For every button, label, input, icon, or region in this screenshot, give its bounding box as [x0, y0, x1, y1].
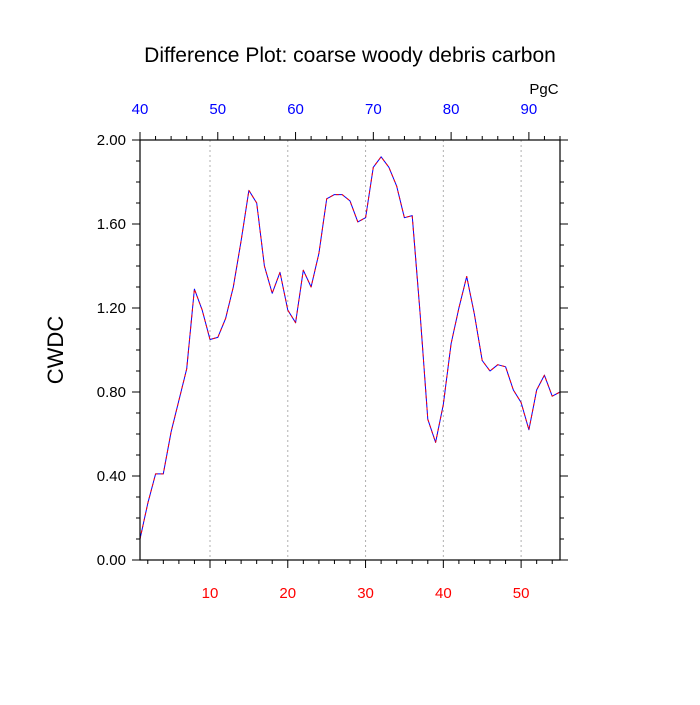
y-tick-label: 0.00 [97, 552, 126, 569]
series-lines [139, 156, 561, 540]
bottom-tick-label: 20 [279, 585, 296, 602]
bottom-tick-label: 50 [513, 585, 530, 602]
top-tick-label: 40 [132, 101, 149, 118]
bottom-tick-label: 10 [202, 585, 219, 602]
y-tick-label: 1.60 [97, 216, 126, 233]
y-tick-label: 1.20 [97, 300, 126, 317]
tick-labels: 0.00 0.40 0.80 1.20 1.60 2.00 10 20 30 40 50 40 50 60… [97, 101, 537, 602]
y-tick-label: 2.00 [97, 132, 126, 149]
bottom-tick-label: 40 [435, 585, 452, 602]
top-tick-label: 80 [443, 101, 460, 118]
bottom-tick-label: 30 [357, 585, 374, 602]
y-axis-label: CWDC [43, 316, 68, 385]
top-axis-unit-label: PgC [529, 81, 558, 98]
top-tick-label: 90 [521, 101, 538, 118]
series-line-1 [139, 156, 561, 540]
plot-frame [139, 139, 561, 561]
series-line-2 [139, 156, 561, 540]
top-tick-label: 60 [287, 101, 304, 118]
chart-title: Difference Plot: coarse woody debris car… [144, 44, 556, 67]
y-tick-label: 0.40 [97, 468, 126, 485]
top-tick-label: 70 [365, 101, 382, 118]
grid-lines [209, 140, 522, 560]
axis-ticks [132, 132, 568, 568]
y-tick-label: 0.80 [97, 384, 126, 401]
top-tick-label: 50 [209, 101, 226, 118]
